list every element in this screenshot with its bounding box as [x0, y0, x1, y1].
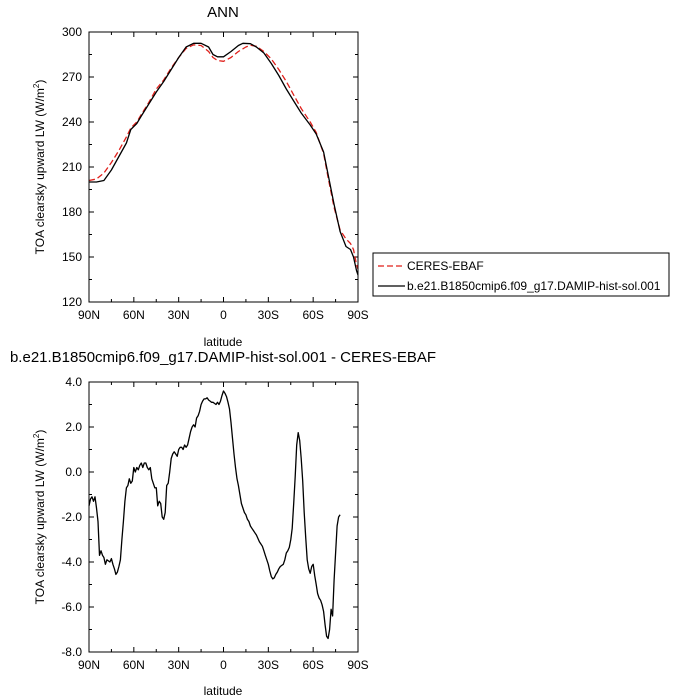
top-chart-x-tick-label: 60N [123, 308, 145, 322]
bottom-chart-y-tick-label: 4.0 [65, 375, 82, 389]
top-chart-legend: CERES-EBAF b.e21.B1850cmip6.f09_g17.DAMI… [372, 252, 670, 297]
bottom-chart-x-tick-label: 0 [220, 658, 227, 672]
top-chart-x-tick-label: 90N [78, 308, 100, 322]
top-chart-series-line-model [89, 42, 359, 276]
top-chart-y-axis-label: TOA clearsky upward LW (W/m2) [32, 80, 47, 255]
top-chart-x-axis-label: latitude [204, 335, 243, 349]
top-chart-x-tick-label: 0 [220, 308, 227, 322]
top-chart-y-tick-label: 240 [62, 115, 82, 129]
bottom-chart-y-axis-label-superscript: 2 [32, 433, 41, 438]
top-chart-x-tick-label: 30N [168, 308, 190, 322]
top-chart-y-tick-label: 120 [62, 295, 82, 309]
bottom-chart-x-tick-label: 30S [258, 658, 279, 672]
bottom-chart-x-tick-label: 90N [78, 658, 100, 672]
bottom-chart-x-tick-label: 90S [347, 658, 368, 672]
bottom-chart-x-tick-label: 30N [168, 658, 190, 672]
bottom-chart-x-tick-label: 60N [123, 658, 145, 672]
top-chart-frame [88, 31, 359, 303]
top-chart-ticks: 90N 60N 30N 0 30S 60S 90S 120 150 180 210 240 270 300 [62, 25, 369, 322]
bottom-chart-x-tick-label: 60S [302, 658, 323, 672]
top-chart-y-axis-label-superscript: 2 [32, 83, 41, 88]
bottom-chart-frame [88, 381, 359, 653]
legend-label-model: b.e21.B1850cmip6.f09_g17.DAMIP-hist-sol.… [407, 279, 661, 293]
bottom-chart-y-tick-label: -6.0 [61, 600, 82, 614]
top-chart-y-tick-label: 180 [62, 205, 82, 219]
bottom-chart-y-tick-label: 0.0 [65, 465, 82, 479]
top-chart: ANN 90N 60N 30N 0 30S 60S 90S 120 150 180 210 240 27… [32, 4, 369, 349]
bottom-chart-y-tick-label: -4.0 [61, 555, 82, 569]
legend-box [372, 252, 670, 297]
top-chart-series [88, 42, 359, 276]
top-chart-title: ANN [207, 4, 239, 21]
top-chart-y-tick-label: 210 [62, 160, 82, 174]
top-chart-x-tick-label: 30S [258, 308, 279, 322]
bottom-chart-x-axis-label: latitude [204, 684, 243, 698]
bottom-chart-y-axis-label-end: ) [33, 430, 47, 434]
top-chart-y-tick-label: 270 [62, 70, 82, 84]
top-chart-y-tick-label: 300 [62, 25, 82, 39]
bottom-chart-title: b.e21.B1850cmip6.f09_g17.DAMIP-hist-sol.… [10, 349, 436, 366]
bottom-chart-y-axis-label-main: TOA clearsky upward LW (W/m [33, 438, 47, 604]
top-chart-series-line-ceres [88, 44, 359, 270]
bottom-chart-y-tick-label: -8.0 [61, 645, 82, 659]
bottom-chart-y-tick-label: -2.0 [61, 510, 82, 524]
top-chart-y-axis-label-end: ) [33, 80, 47, 84]
bottom-chart-y-axis-label: TOA clearsky upward LW (W/m2) [32, 430, 47, 605]
top-chart-x-tick-label: 90S [347, 308, 368, 322]
bottom-chart-ticks: 90N 60N 30N 0 30S 60S 90S -8.0 -6.0 -4.0 -2.0 0.0 2.… [61, 375, 368, 672]
bottom-chart-series-line-model [88, 390, 341, 640]
legend-label-ceres: CERES-EBAF [407, 259, 484, 273]
top-chart-y-axis-label-main: TOA clearsky upward LW (W/m [33, 88, 47, 254]
top-chart-y-tick-label: 150 [62, 250, 82, 264]
bottom-chart-y-tick-label: 2.0 [65, 420, 82, 434]
bottom-chart-series [88, 390, 341, 640]
bottom-chart: b.e21.B1850cmip6.f09_g17.DAMIP-hist-sol.… [10, 349, 436, 698]
top-chart-x-tick-label: 60S [302, 308, 323, 322]
